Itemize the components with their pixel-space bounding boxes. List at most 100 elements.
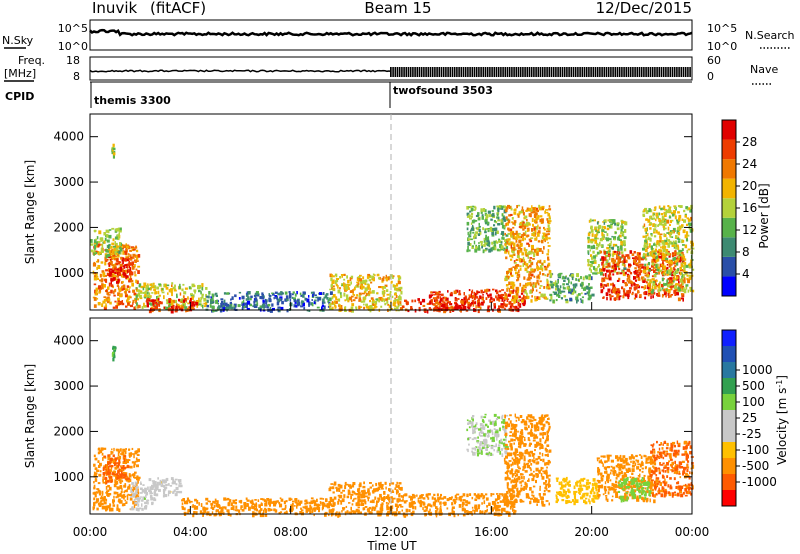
- heatmap-cell: [490, 300, 493, 303]
- heatmap-cell: [519, 260, 521, 263]
- heatmap-cell: [598, 224, 602, 229]
- heatmap-cell: [513, 296, 515, 298]
- heatmap-cell: [443, 296, 447, 299]
- heatmap-cell: [529, 272, 532, 277]
- heatmap-cell: [521, 252, 524, 256]
- heatmap-cell: [410, 306, 413, 310]
- heatmap-cell: [156, 286, 160, 290]
- heatmap-cell: [417, 497, 420, 500]
- heatmap-cell: [98, 473, 102, 477]
- heatmap-cell: [531, 205, 533, 209]
- heatmap-cell: [543, 286, 546, 289]
- heatmap-cell: [298, 301, 301, 306]
- heatmap-cell: [123, 270, 126, 273]
- heatmap-cell: [105, 248, 108, 253]
- heatmap-cell: [382, 294, 385, 297]
- heatmap-cell: [597, 266, 599, 268]
- mode-title: (fitACF): [150, 0, 206, 17]
- heatmap-cell: [533, 248, 537, 253]
- heatmap-cell: [235, 505, 238, 509]
- heatmap-cell: [587, 232, 591, 237]
- heatmap-cell: [182, 302, 185, 304]
- heatmap-cell: [260, 508, 263, 512]
- heatmap-cell: [504, 493, 507, 498]
- heatmap-cell: [196, 505, 199, 510]
- heatmap-cell: [671, 282, 674, 285]
- heatmap-cell: [96, 266, 98, 270]
- heatmap-cell: [622, 295, 625, 299]
- heatmap-cell: [158, 294, 161, 297]
- heatmap-cell: [210, 296, 213, 299]
- heatmap-cell: [433, 497, 437, 501]
- heatmap-cell: [469, 205, 473, 209]
- heatmap-cell: [214, 293, 217, 296]
- noise-left-tick-lo: 10^0: [58, 40, 88, 53]
- heatmap-cell: [647, 289, 651, 293]
- heatmap-cell: [691, 268, 695, 271]
- heatmap-cell: [547, 227, 551, 231]
- heatmap-cell: [517, 273, 519, 276]
- heatmap-cell: [208, 513, 212, 517]
- heatmap-cell: [575, 296, 579, 301]
- heatmap-cell: [546, 275, 549, 277]
- heatmap-cell: [313, 507, 317, 511]
- heatmap-cell: [546, 218, 549, 221]
- heatmap-cell: [667, 289, 671, 293]
- heatmap-cell: [167, 493, 170, 497]
- heatmap-cell: [216, 500, 219, 503]
- heatmap-cell: [616, 254, 618, 258]
- heatmap-cell: [94, 478, 98, 482]
- heatmap-cell: [166, 300, 170, 305]
- heatmap-cell: [210, 300, 213, 304]
- heatmap-cell: [506, 222, 509, 226]
- heatmap-cell: [252, 513, 255, 518]
- heatmap-cell: [164, 494, 168, 498]
- heatmap-cell: [408, 509, 411, 513]
- heatmap-cell: [504, 293, 508, 296]
- heatmap-cell: [625, 254, 629, 257]
- heatmap-cell: [336, 511, 338, 514]
- heatmap-cell: [606, 237, 610, 242]
- heatmap-cell: [529, 283, 533, 287]
- heatmap-cell: [399, 301, 402, 305]
- heatmap-cell: [99, 470, 102, 473]
- heatmap-cell: [349, 290, 353, 293]
- heatmap-cell: [608, 225, 611, 229]
- heatmap-cell: [187, 499, 191, 502]
- heatmap-cell: [124, 483, 127, 487]
- heatmap-cell: [376, 298, 380, 302]
- heatmap-cell: [328, 509, 332, 513]
- heatmap-cell: [581, 281, 584, 286]
- heatmap-cell: [121, 480, 124, 483]
- heatmap-cell: [108, 486, 112, 491]
- heatmap-cell: [640, 266, 644, 269]
- heatmap-cell: [273, 501, 276, 503]
- heatmap-cell: [410, 503, 414, 508]
- heatmap-cell: [669, 272, 672, 276]
- heatmap-cell: [673, 272, 676, 275]
- heatmap-cell: [510, 281, 514, 286]
- heatmap-cell: [365, 279, 368, 283]
- heatmap-cell: [96, 488, 99, 491]
- heatmap-cell: [618, 251, 621, 255]
- heatmap-cell: [397, 275, 401, 278]
- heatmap-cell: [135, 490, 138, 495]
- heatmap-cell: [97, 302, 101, 306]
- heatmap-cell: [501, 236, 503, 240]
- heatmap-cell: [509, 254, 513, 258]
- heatmap-cell: [514, 305, 517, 308]
- heatmap-cell: [680, 264, 684, 268]
- heatmap-cell: [547, 220, 549, 224]
- heatmap-cell: [590, 225, 593, 229]
- heatmap-cell: [502, 303, 506, 306]
- heatmap-cell: [180, 484, 183, 488]
- heatmap-cell: [427, 493, 431, 496]
- heatmap-cell: [537, 214, 540, 219]
- heatmap-cell: [520, 292, 524, 295]
- heatmap-cell: [342, 489, 345, 492]
- heatmap-cell: [114, 288, 117, 292]
- heatmap-cell: [528, 264, 532, 268]
- heatmap-cell: [118, 460, 121, 465]
- heatmap-cell: [396, 500, 400, 503]
- heatmap-cell: [315, 296, 319, 299]
